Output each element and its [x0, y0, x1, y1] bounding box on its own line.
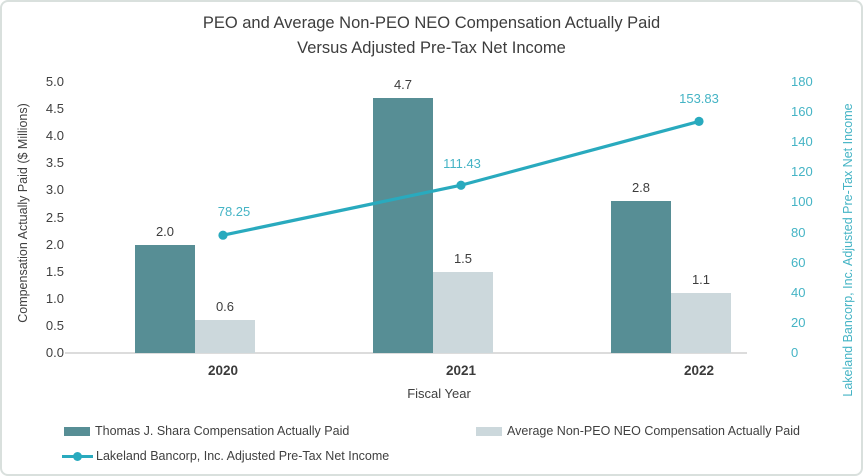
- left-axis-tick-label: 2.5: [45, 209, 64, 225]
- bar-peo-2021: [373, 98, 433, 353]
- bar-value-label: 4.7: [393, 77, 413, 93]
- bar-value-label: 0.6: [215, 299, 235, 315]
- right-axis-tick-label: 0: [791, 345, 799, 360]
- left-axis-tick-label: 3.0: [45, 182, 64, 198]
- legend-item-peo: Thomas J. Shara Compensation Actually Pa…: [64, 423, 349, 439]
- left-axis-tick-label: 2.0: [45, 236, 64, 252]
- left-axis-tick-label: 1.5: [45, 263, 64, 279]
- right-axis-tick-label: 100: [791, 194, 813, 210]
- legend-label-net-income: Lakeland Bancorp, Inc. Adjusted Pre-Tax …: [96, 449, 390, 463]
- right-axis-tick-label: 40: [791, 284, 806, 300]
- legend-label-nonpeo: Average Non-PEO NEO Compensation Actuall…: [507, 424, 800, 438]
- left-axis-tick-label: 1.0: [45, 290, 64, 306]
- right-axis-tick-label: 60: [791, 254, 806, 270]
- right-axis-tick-label: 80: [791, 224, 806, 240]
- legend-item-net-income: Lakeland Bancorp, Inc. Adjusted Pre-Tax …: [62, 448, 389, 464]
- bar-value-label: 1.1: [691, 272, 711, 288]
- line-data-point-marker: [218, 230, 228, 240]
- left-axis-tick-label: 3.5: [45, 155, 64, 171]
- bar-value-label: 2.0: [155, 223, 175, 239]
- legend-swatch-net-income-line: [62, 451, 93, 461]
- bar-value-label: 2.8: [631, 180, 651, 196]
- legend-swatch-nonpeo-bar: [476, 426, 502, 436]
- line-value-label: 78.25: [217, 204, 251, 220]
- legend-swatch-peo-bar: [64, 426, 90, 436]
- x-tick-label-2021: 2021: [445, 363, 477, 378]
- x-axis-line: [65, 352, 747, 354]
- left-axis-tick-label: 0.5: [45, 317, 64, 333]
- chart-title: PEO and Average Non-PEO NEO Compensation…: [2, 11, 861, 61]
- right-axis-tick-label: 140: [791, 134, 813, 150]
- chart-title-line1: PEO and Average Non-PEO NEO Compensation…: [202, 14, 661, 32]
- bar-nonpeo-2020: [195, 320, 255, 353]
- legend-dot-icon: [73, 451, 82, 461]
- bar-peo-2020: [135, 244, 195, 353]
- chart-title-line2: Versus Adjusted Pre-Tax Net Income: [297, 39, 566, 57]
- left-axis-tick-label: 0.0: [45, 345, 64, 360]
- line-data-point-marker: [694, 116, 704, 127]
- x-tick-label-2022: 2022: [683, 363, 715, 378]
- left-axis-tick-label: 4.0: [45, 128, 64, 144]
- right-axis-tick-label: 160: [791, 104, 813, 120]
- bar-nonpeo-2021: [433, 271, 493, 353]
- right-axis-tick-label: 20: [791, 314, 806, 330]
- bar-nonpeo-2022: [671, 293, 731, 353]
- right-axis-tick-label: 120: [791, 164, 813, 180]
- right-axis-tick-label: 180: [791, 74, 813, 89]
- left-axis-tick-label: 4.5: [45, 101, 64, 117]
- left-axis-tick-label: 5.0: [45, 74, 64, 89]
- line-data-point-marker: [456, 180, 466, 190]
- line-value-label: 111.43: [443, 156, 481, 172]
- bar-value-label: 1.5: [453, 250, 473, 266]
- right-axis-title: Lakeland Bancorp, Inc. Adjusted Pre-Tax …: [841, 103, 855, 397]
- line-value-label: 153.83: [679, 91, 719, 107]
- legend-label-peo: Thomas J. Shara Compensation Actually Pa…: [95, 424, 350, 438]
- legend-item-nonpeo: Average Non-PEO NEO Compensation Actuall…: [476, 423, 800, 439]
- left-axis-title: Compensation Actually Paid ($ Millions): [16, 103, 30, 323]
- x-tick-label-2020: 2020: [207, 363, 239, 378]
- x-axis-title: Fiscal Year: [407, 386, 471, 401]
